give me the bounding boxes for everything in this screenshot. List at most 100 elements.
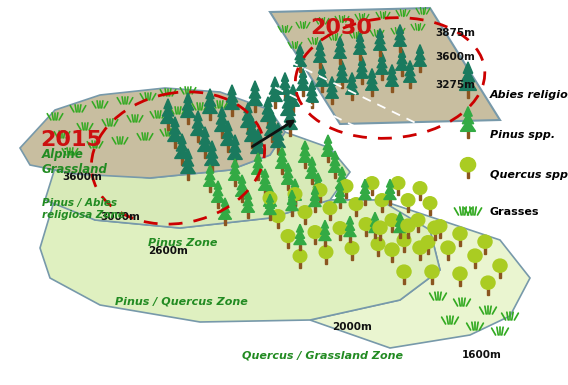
Polygon shape (161, 112, 176, 124)
Polygon shape (335, 42, 345, 52)
Polygon shape (389, 65, 395, 73)
Polygon shape (386, 76, 399, 86)
Polygon shape (315, 76, 328, 86)
Bar (269, 206, 271, 212)
Polygon shape (387, 70, 397, 80)
Polygon shape (336, 182, 344, 190)
Polygon shape (203, 102, 218, 114)
Ellipse shape (425, 265, 439, 278)
Bar (314, 206, 316, 212)
Text: 2030: 2030 (310, 18, 372, 38)
Bar (381, 74, 383, 80)
Bar (429, 209, 431, 215)
Bar (204, 151, 206, 158)
Polygon shape (229, 141, 241, 152)
Polygon shape (181, 106, 195, 117)
Polygon shape (182, 99, 194, 110)
Bar (391, 256, 393, 262)
Polygon shape (269, 84, 281, 94)
Polygon shape (182, 156, 194, 166)
Bar (351, 94, 353, 100)
Bar (217, 202, 219, 208)
Bar (339, 234, 341, 240)
Ellipse shape (349, 198, 363, 211)
Polygon shape (262, 104, 274, 114)
Polygon shape (339, 61, 345, 69)
Bar (277, 147, 279, 154)
Polygon shape (283, 118, 298, 129)
Polygon shape (208, 141, 216, 151)
Bar (484, 248, 486, 254)
Bar (299, 262, 301, 268)
Bar (403, 278, 405, 284)
Bar (231, 109, 233, 116)
Bar (341, 188, 343, 194)
Polygon shape (211, 192, 224, 202)
Polygon shape (300, 147, 310, 156)
Polygon shape (299, 69, 307, 77)
Bar (391, 86, 392, 92)
Polygon shape (243, 197, 253, 206)
Ellipse shape (323, 202, 337, 214)
Polygon shape (396, 25, 404, 33)
Bar (321, 86, 323, 92)
Polygon shape (198, 140, 212, 151)
Polygon shape (296, 45, 304, 53)
Text: 3600m: 3600m (435, 52, 475, 62)
Polygon shape (218, 107, 226, 117)
Polygon shape (313, 179, 323, 188)
Ellipse shape (411, 214, 425, 226)
Bar (254, 105, 256, 112)
Polygon shape (264, 205, 276, 214)
Ellipse shape (461, 157, 475, 172)
Polygon shape (395, 30, 405, 40)
Polygon shape (331, 151, 339, 159)
Bar (364, 199, 366, 205)
Polygon shape (171, 117, 179, 127)
Ellipse shape (453, 227, 467, 240)
Polygon shape (397, 54, 407, 64)
Bar (349, 236, 351, 242)
Bar (447, 254, 449, 260)
Polygon shape (243, 109, 254, 120)
Polygon shape (219, 209, 232, 219)
Polygon shape (353, 44, 366, 54)
Bar (377, 250, 379, 256)
Polygon shape (248, 94, 262, 105)
Polygon shape (204, 154, 219, 166)
Text: Quercus / Grassland Zone: Quercus / Grassland Zone (242, 350, 403, 360)
Polygon shape (252, 136, 264, 146)
Polygon shape (405, 66, 415, 76)
Bar (304, 162, 306, 168)
Polygon shape (265, 200, 275, 208)
Polygon shape (40, 198, 440, 322)
Polygon shape (248, 117, 256, 127)
Bar (317, 194, 319, 200)
Text: 2600m: 2600m (148, 246, 188, 256)
Bar (334, 172, 336, 178)
Polygon shape (206, 89, 214, 99)
Ellipse shape (441, 241, 455, 254)
Bar (419, 66, 421, 72)
Polygon shape (214, 181, 222, 189)
Polygon shape (204, 95, 216, 106)
Bar (345, 192, 347, 198)
Polygon shape (266, 185, 274, 193)
Text: Abies religiosa: Abies religiosa (490, 90, 568, 100)
Polygon shape (261, 110, 275, 121)
Polygon shape (264, 196, 277, 206)
Polygon shape (278, 147, 286, 155)
Polygon shape (231, 159, 239, 167)
Bar (304, 218, 306, 224)
Polygon shape (396, 212, 403, 220)
Ellipse shape (468, 249, 482, 262)
Polygon shape (222, 198, 229, 206)
Polygon shape (205, 171, 215, 180)
Polygon shape (222, 127, 234, 138)
Bar (291, 211, 293, 216)
Bar (271, 136, 273, 142)
Polygon shape (345, 222, 354, 230)
Bar (281, 168, 283, 174)
Polygon shape (403, 72, 416, 82)
Ellipse shape (453, 267, 467, 280)
